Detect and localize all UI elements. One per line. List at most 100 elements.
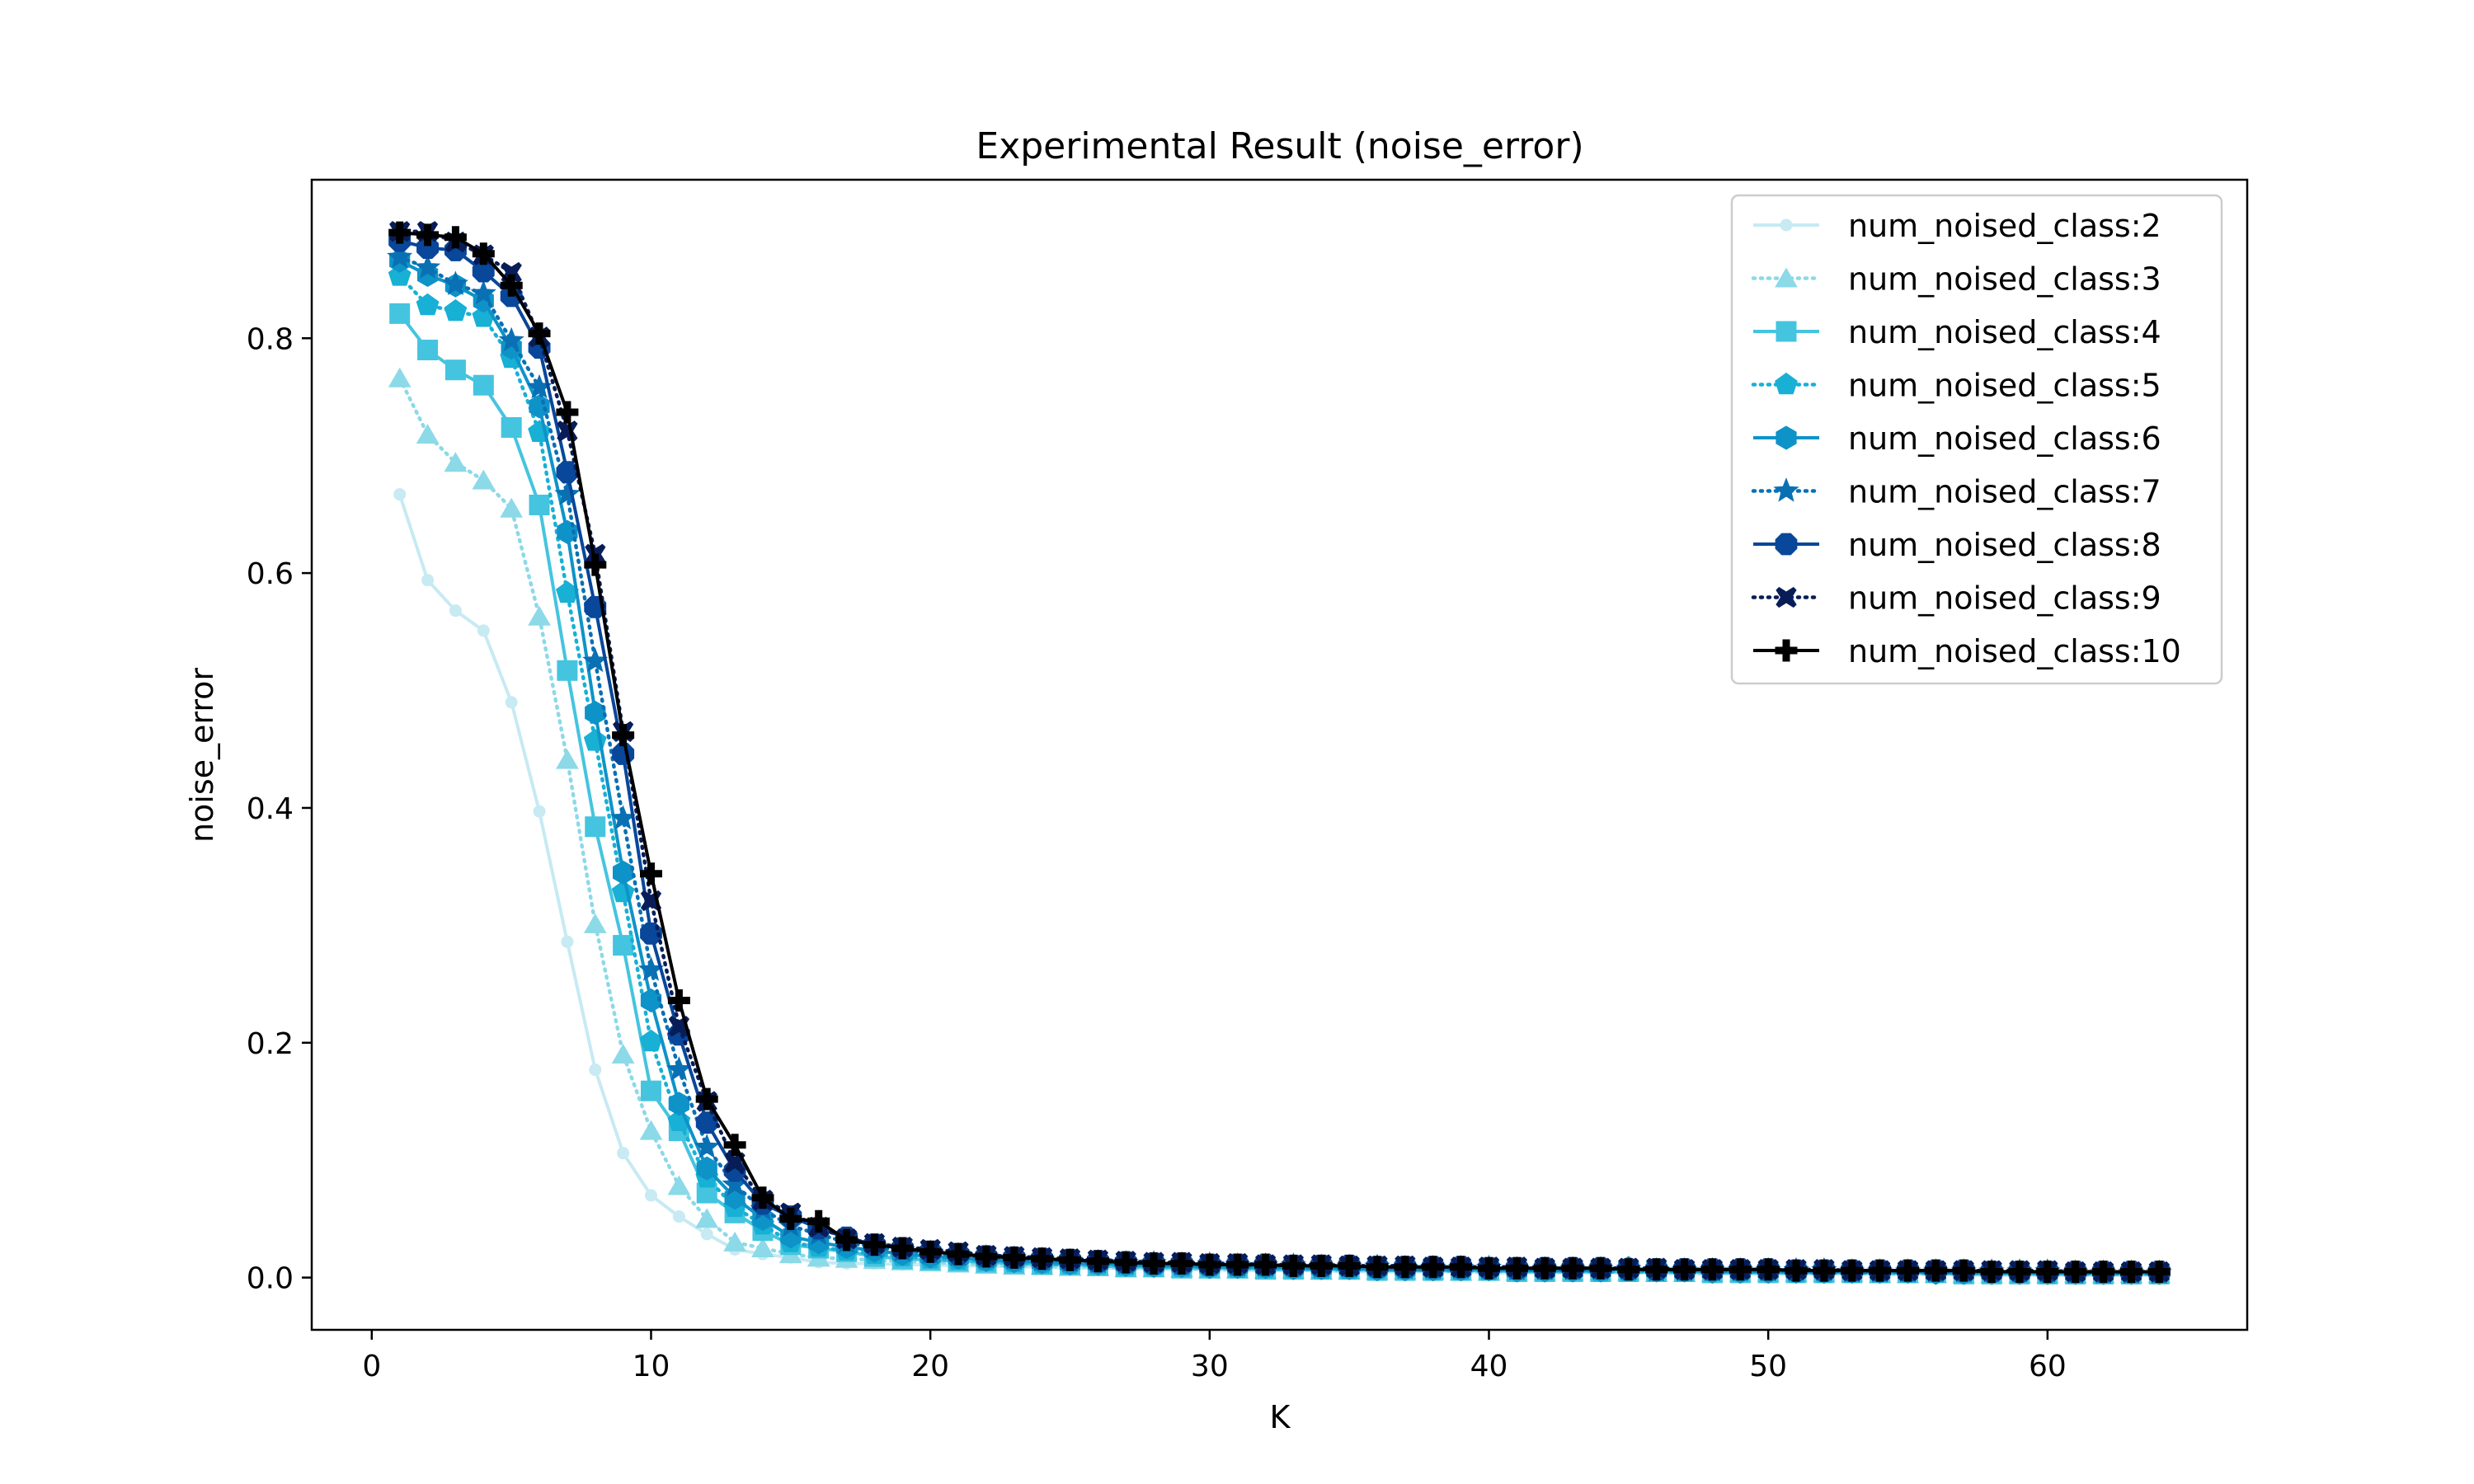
data-point [1785, 1259, 1808, 1282]
data-point [1757, 1258, 1780, 1281]
y-axis-label: noise_error [184, 668, 220, 843]
data-point [1254, 1253, 1277, 1276]
data-point [444, 359, 466, 381]
data-point [416, 223, 439, 247]
legend-entry: num_noised_class:8 [1753, 527, 2161, 563]
legend-marker [1773, 477, 1799, 502]
legend-marker [1775, 372, 1798, 395]
data-point [723, 1231, 746, 1252]
legend-marker [1776, 321, 1797, 342]
data-point [779, 1207, 802, 1230]
data-point [1366, 1256, 1389, 1279]
legend-marker [1780, 218, 1793, 232]
y-tick-label: 0.4 [247, 792, 294, 826]
data-point [695, 1111, 718, 1134]
data-point [416, 237, 439, 259]
data-point [584, 553, 607, 576]
data-point [644, 1189, 657, 1202]
data-point [1422, 1256, 1445, 1279]
data-point [583, 913, 607, 933]
legend-marker [1776, 425, 1797, 450]
data-point [807, 1209, 830, 1233]
data-point [472, 242, 495, 265]
data-point [947, 1242, 970, 1266]
data-point [1142, 1252, 1165, 1275]
data-point [1198, 1253, 1221, 1276]
legend-entry: num_noised_class:2 [1753, 208, 2161, 244]
data-point [835, 1228, 858, 1252]
data-point [388, 221, 412, 244]
x-tick-label: 0 [362, 1350, 381, 1383]
data-point [1980, 1261, 2003, 1283]
data-point [2147, 1261, 2171, 1283]
data-point [1450, 1256, 1473, 1279]
axes-frame [310, 178, 2249, 1331]
plot-area [310, 178, 2249, 1331]
data-point [498, 326, 524, 352]
data-point [444, 226, 467, 249]
data-point [751, 1237, 774, 1257]
x-tick-label: 60 [2029, 1350, 2067, 1383]
data-point [1505, 1256, 1528, 1280]
legend-marker [1775, 639, 1798, 662]
data-point [393, 488, 407, 501]
data-point [667, 989, 690, 1012]
legend-label: num_noised_class:4 [1848, 314, 2161, 350]
data-point [1478, 1256, 1500, 1280]
data-point [501, 417, 522, 439]
x-tick-label: 30 [1191, 1350, 1229, 1383]
data-point [1897, 1259, 1919, 1282]
legend-marker [1775, 267, 1798, 288]
data-point [640, 1080, 661, 1101]
y-tick-label: 0.2 [247, 1027, 294, 1061]
data-point [1394, 1256, 1417, 1279]
data-point [528, 322, 551, 345]
data-point [1282, 1254, 1305, 1277]
data-point [2008, 1261, 2031, 1283]
data-point [389, 303, 411, 324]
data-point [700, 1228, 713, 1241]
data-point [589, 1064, 602, 1077]
series-9 [388, 221, 2171, 1283]
legend-marker [1776, 586, 1797, 608]
legend-label: num_noised_class:6 [1848, 420, 2161, 457]
data-point [672, 1210, 685, 1223]
data-point [612, 724, 635, 747]
data-point [1338, 1254, 1361, 1277]
legend-label: num_noised_class:2 [1848, 208, 2161, 244]
data-point [533, 805, 546, 818]
data-point [640, 988, 662, 1013]
data-point [387, 243, 413, 269]
x-axis: 0 10 20 30 40 50 60 [362, 1330, 2067, 1383]
data-point [561, 935, 574, 948]
series-layer [387, 221, 2172, 1285]
y-tick-label: 0.6 [247, 557, 294, 591]
data-point [1841, 1259, 1864, 1282]
data-point [1952, 1259, 1975, 1282]
data-point [1059, 1248, 1081, 1271]
data-point [2092, 1261, 2115, 1283]
data-point [695, 1208, 719, 1228]
data-point [1003, 1246, 1026, 1269]
legend-entry: num_noised_class:10 [1753, 633, 2181, 669]
data-point [500, 497, 523, 518]
data-point [417, 340, 439, 361]
legend-entry: num_noised_class:3 [1751, 261, 2161, 298]
data-point [472, 469, 496, 490]
data-point [612, 743, 635, 765]
data-point [1617, 1258, 1640, 1281]
legend-marker [1775, 533, 1798, 556]
data-point [667, 1175, 691, 1195]
data-point [1031, 1247, 1054, 1270]
data-point [449, 604, 462, 618]
data-point [444, 298, 468, 322]
data-point [554, 481, 581, 505]
data-point [1673, 1258, 1696, 1281]
legend-entry: num_noised_class:9 [1751, 580, 2161, 617]
data-point [1645, 1258, 1668, 1281]
legend-label: num_noised_class:9 [1848, 580, 2161, 617]
x-tick-label: 50 [1749, 1350, 1787, 1383]
data-point [751, 1186, 774, 1209]
legend-entry: num_noised_class:7 [1751, 474, 2161, 510]
